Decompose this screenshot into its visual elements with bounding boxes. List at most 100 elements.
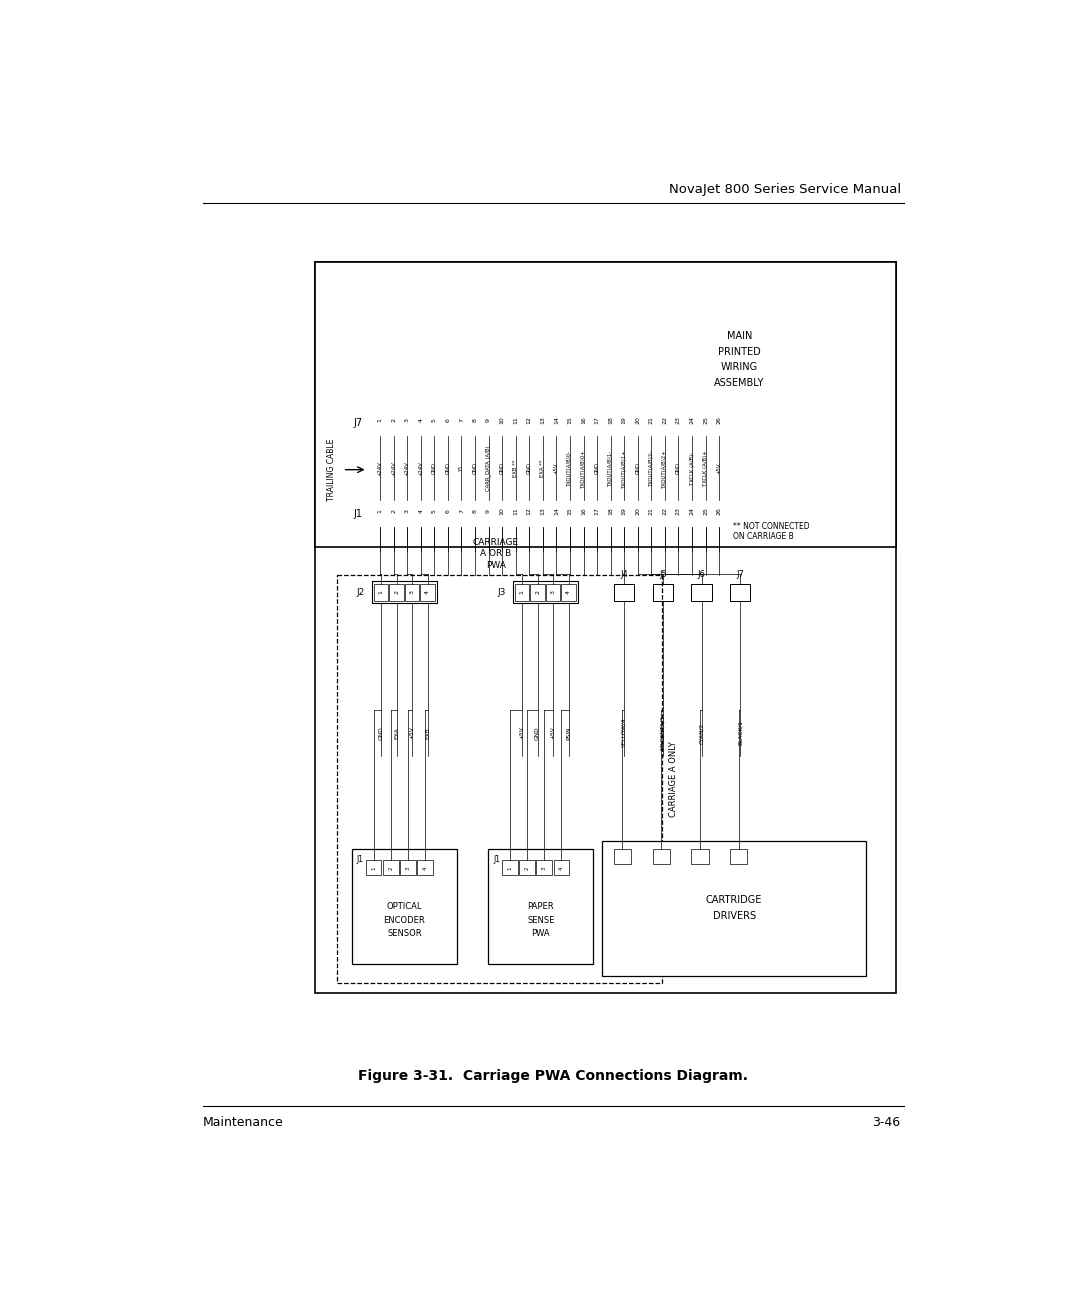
Text: 12: 12: [527, 416, 531, 424]
Bar: [388, 410, 400, 432]
Bar: [564, 410, 577, 432]
Text: ** NOT CONNECTED
ON CARRIAGE B: ** NOT CONNECTED ON CARRIAGE B: [732, 522, 809, 542]
Bar: [373, 407, 728, 433]
Bar: [699, 500, 712, 522]
Bar: [415, 410, 428, 432]
Text: 15: 15: [567, 416, 572, 424]
Bar: [605, 410, 617, 432]
Text: 11: 11: [513, 508, 518, 515]
Text: 14: 14: [554, 416, 559, 424]
Text: +5V: +5V: [519, 727, 525, 740]
Bar: [482, 410, 495, 432]
Text: +24V: +24V: [378, 460, 382, 476]
Bar: [645, 410, 658, 432]
Bar: [515, 583, 529, 600]
Text: 22: 22: [662, 507, 667, 516]
Text: 17: 17: [595, 507, 599, 516]
Bar: [686, 500, 699, 522]
Text: +24V: +24V: [418, 460, 423, 476]
Text: Maintenance: Maintenance: [203, 1116, 284, 1130]
Text: 1: 1: [372, 866, 376, 870]
Text: Figure 3-31.  Carriage PWA Connections Diagram.: Figure 3-31. Carriage PWA Connections Di…: [359, 1069, 748, 1083]
Bar: [352, 849, 457, 964]
Bar: [415, 500, 428, 522]
Text: J4: J4: [620, 570, 627, 579]
Text: 23: 23: [676, 416, 681, 424]
Bar: [713, 410, 726, 432]
Bar: [577, 410, 590, 432]
Text: 4: 4: [418, 419, 423, 422]
Text: 2: 2: [391, 509, 396, 513]
Text: CARRIAGE: CARRIAGE: [473, 538, 518, 547]
Bar: [455, 500, 468, 522]
Text: +5V: +5V: [551, 727, 555, 740]
Text: GND: GND: [379, 726, 383, 740]
Text: EXB: EXB: [426, 727, 430, 739]
Bar: [428, 500, 441, 522]
Text: +5V: +5V: [717, 463, 721, 474]
Bar: [374, 500, 387, 522]
Bar: [550, 410, 563, 432]
Text: 8: 8: [473, 509, 477, 513]
Text: TXCLK (A/B)-: TXCLK (A/B)-: [689, 451, 694, 485]
Text: TXCLK (A/B)+: TXCLK (A/B)+: [703, 450, 708, 486]
Bar: [374, 410, 387, 432]
Text: 3: 3: [405, 509, 409, 513]
Text: TXOUT(A/B)1-: TXOUT(A/B)1-: [608, 450, 613, 486]
Bar: [659, 500, 672, 522]
Text: 2: 2: [391, 419, 396, 422]
Text: J1: J1: [354, 508, 363, 518]
Text: ASSEMBLY: ASSEMBLY: [714, 377, 765, 388]
Text: 3: 3: [409, 590, 415, 594]
Text: TXOUT(A/B)0+: TXOUT(A/B)0+: [581, 448, 586, 487]
Bar: [417, 861, 433, 876]
Text: J7: J7: [737, 570, 744, 579]
Text: 26: 26: [717, 416, 721, 424]
Text: 3: 3: [542, 866, 546, 870]
Text: 10: 10: [500, 508, 504, 515]
Text: SENSOR: SENSOR: [387, 929, 421, 938]
Bar: [672, 500, 685, 522]
Bar: [699, 410, 712, 432]
Text: 7: 7: [459, 419, 464, 422]
Bar: [314, 262, 896, 547]
Text: 2: 2: [388, 866, 393, 870]
Bar: [618, 410, 631, 432]
Text: 1: 1: [378, 509, 382, 513]
Bar: [389, 583, 404, 600]
Text: 3-46: 3-46: [873, 1116, 901, 1130]
Bar: [519, 861, 535, 876]
Text: PAPER: PAPER: [527, 902, 554, 911]
Text: J5: J5: [659, 570, 666, 579]
Bar: [659, 410, 672, 432]
Text: GND: GND: [445, 463, 450, 474]
Text: WIRING: WIRING: [721, 363, 758, 372]
Bar: [537, 500, 550, 522]
Text: GND: GND: [527, 463, 531, 474]
Text: 9: 9: [486, 419, 491, 422]
Text: GND: GND: [432, 463, 436, 474]
Text: 6: 6: [445, 509, 450, 513]
Text: MAGENTA/3: MAGENTA/3: [660, 715, 665, 750]
Text: J6: J6: [698, 570, 705, 579]
Text: PWA: PWA: [531, 929, 550, 938]
Bar: [545, 583, 561, 600]
Bar: [401, 410, 414, 432]
Bar: [469, 410, 482, 432]
Bar: [730, 849, 747, 864]
Bar: [442, 500, 455, 522]
Bar: [400, 861, 416, 876]
Text: 12: 12: [527, 507, 531, 516]
Bar: [554, 861, 569, 876]
Text: TXOUT(A/B)2-: TXOUT(A/B)2-: [649, 450, 653, 486]
Text: 20: 20: [635, 507, 640, 516]
Text: 21: 21: [649, 507, 653, 516]
Bar: [401, 500, 414, 522]
Bar: [373, 582, 437, 603]
Bar: [686, 410, 699, 432]
Text: TXOUT(A/B)2+: TXOUT(A/B)2+: [662, 448, 667, 487]
Bar: [645, 500, 658, 522]
Bar: [613, 849, 631, 864]
Bar: [613, 583, 634, 600]
Text: GND: GND: [500, 463, 504, 474]
